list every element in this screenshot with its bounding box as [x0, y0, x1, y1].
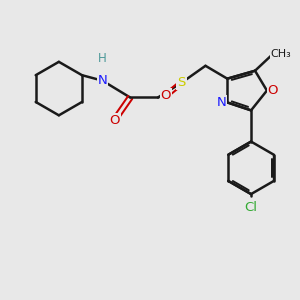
Text: CH₃: CH₃	[270, 49, 291, 59]
Text: Cl: Cl	[244, 202, 258, 214]
Text: O: O	[268, 84, 278, 97]
Text: H: H	[98, 52, 107, 65]
Text: O: O	[109, 114, 120, 127]
Text: O: O	[160, 89, 171, 102]
Text: N: N	[98, 74, 107, 87]
Text: S: S	[178, 76, 186, 89]
Text: N: N	[217, 96, 226, 109]
